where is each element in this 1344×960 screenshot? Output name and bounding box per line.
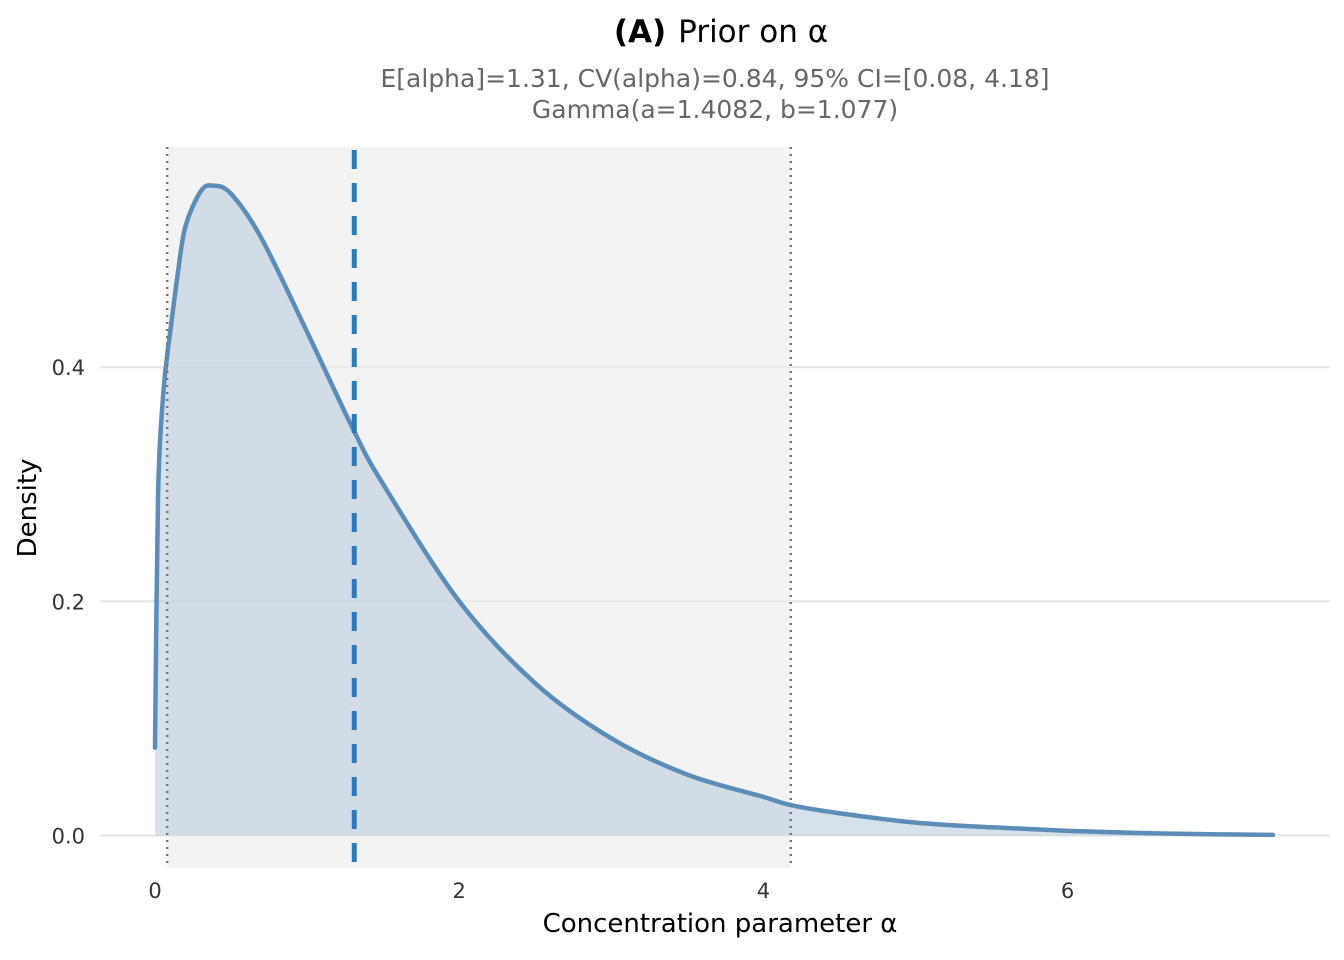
y-axis-label: Density (13, 459, 43, 558)
y-tick-label-0: 0.0 (52, 825, 85, 849)
x-tick-label-1: 2 (453, 879, 466, 903)
chart-title: (A) Prior on α (614, 14, 828, 50)
y-tick-label-1: 0.2 (52, 590, 85, 614)
x-tick-label-3: 6 (1061, 879, 1074, 903)
chart-title-main: Prior on α (678, 14, 828, 50)
x-axis-ticks: 0 2 4 6 (148, 879, 1074, 903)
chart-subtitle-line2: Gamma(a=1.4082, b=1.077) (532, 95, 898, 124)
y-axis-ticks: 0.0 0.2 0.4 (52, 356, 85, 848)
y-tick-label-2: 0.4 (52, 356, 85, 380)
chart-subtitle-line1: E[alpha]=1.31, CV(alpha)=0.84, 95% CI=[0… (381, 64, 1050, 93)
density-area (155, 185, 1273, 836)
x-axis-label: Concentration parameter α (543, 909, 898, 939)
chart-title-prefix: (A) (614, 14, 666, 50)
density-curve (152, 183, 1276, 838)
x-tick-label-2: 4 (757, 879, 770, 903)
x-tick-label-0: 0 (148, 879, 161, 903)
